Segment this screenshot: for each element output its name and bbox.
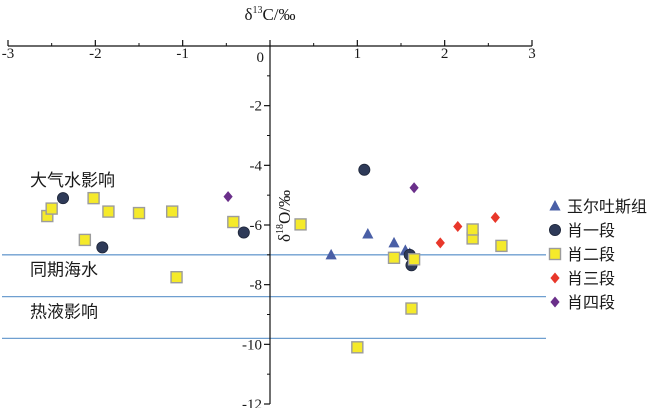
legend-marker-square xyxy=(548,247,562,261)
x-axis-title: δ13C/‰ xyxy=(244,5,295,24)
x-tick-label: 2 xyxy=(441,46,449,62)
x-tick-label: 1 xyxy=(354,46,362,62)
series-3 xyxy=(435,212,500,249)
data-point-triangle xyxy=(388,236,400,248)
data-point-square xyxy=(294,218,307,231)
data-point-square xyxy=(227,215,240,229)
series-2 xyxy=(41,191,508,354)
data-point-square xyxy=(495,239,508,253)
legend-label: 肖四段 xyxy=(567,293,615,312)
zone-label: 大气水影响 xyxy=(30,171,115,191)
data-point-triangle xyxy=(325,248,337,260)
zone-label: 热液影响 xyxy=(30,302,98,322)
y-tick-label: -6 xyxy=(250,218,263,234)
y-axis-title: δ18O/‰ xyxy=(275,190,294,242)
data-point-diamond xyxy=(453,220,463,232)
zone-label: 同期海水 xyxy=(30,261,98,281)
x-tick-label: 3 xyxy=(528,46,536,62)
data-point-square xyxy=(407,253,421,266)
y-tick-label: -2 xyxy=(250,99,263,115)
data-point-square xyxy=(132,206,146,220)
reference-lines xyxy=(2,254,546,340)
legend-label: 肖三段 xyxy=(567,269,615,288)
legend-label: 玉尔吐斯组 xyxy=(567,197,647,216)
data-point-diamond xyxy=(223,191,233,203)
y-tick-label: -10 xyxy=(242,337,262,353)
y-tick-label: -4 xyxy=(250,158,263,174)
y-tick-label: -12 xyxy=(242,397,262,408)
data-point-square xyxy=(466,223,479,236)
data-point-circle xyxy=(57,192,70,205)
y-tick-label: -8 xyxy=(250,278,263,294)
data-point-diamond xyxy=(490,212,500,224)
zero-tick-label: 0 xyxy=(257,50,265,66)
legend-marker-diamond xyxy=(550,296,560,308)
data-point-square xyxy=(102,205,115,218)
axes: -3 -2 -1 1 2 3 δ13C/‰ 0 -2 -4 -6 -8 -10 -12 δ18O/‰ xyxy=(2,5,536,408)
legend-label: 肖一段 xyxy=(567,221,615,240)
legend-marker-triangle xyxy=(549,200,561,211)
data-point-square xyxy=(170,271,183,284)
series-4 xyxy=(223,182,419,203)
data-points xyxy=(41,163,508,354)
data-point-square xyxy=(78,233,92,247)
data-point-circle xyxy=(237,226,250,239)
data-point-square xyxy=(87,191,100,205)
legend-marker-diamond xyxy=(550,272,560,284)
data-point-square xyxy=(165,205,179,218)
data-point-circle xyxy=(358,163,371,176)
legend-marker-circle xyxy=(549,223,562,236)
data-point-diamond xyxy=(409,182,419,194)
data-point-circle xyxy=(96,241,109,254)
data-point-square xyxy=(351,341,364,354)
data-point-square xyxy=(387,251,401,265)
x-tick-label: -2 xyxy=(89,46,102,62)
data-point-diamond xyxy=(435,237,445,249)
x-tick-label: -1 xyxy=(176,46,189,62)
data-point-triangle xyxy=(362,227,374,239)
x-tick-label: -3 xyxy=(2,46,15,62)
data-point-square xyxy=(45,202,58,215)
data-point-square xyxy=(405,302,418,315)
legend-label: 肖二段 xyxy=(567,245,615,264)
